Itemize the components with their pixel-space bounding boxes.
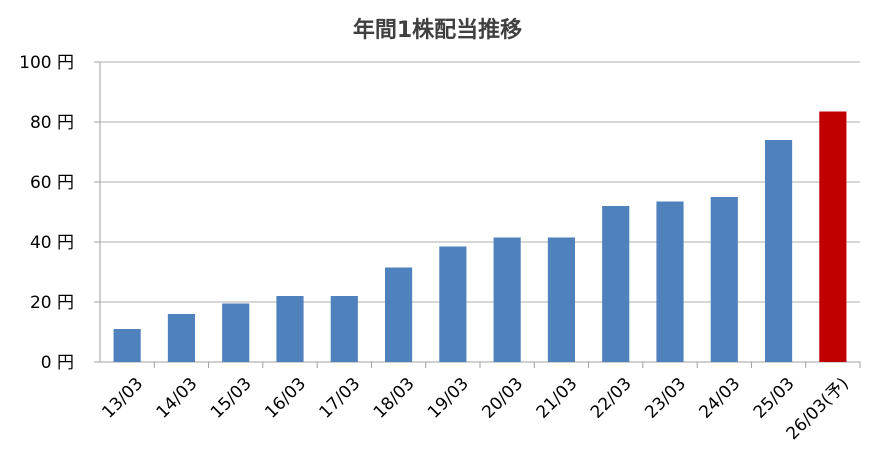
x-tick-label: 20/03 xyxy=(478,374,527,423)
x-tick-label: 17/03 xyxy=(316,374,365,423)
y-tick-labels: 0 円 20 円 40 円 60 円 80 円 100 円 xyxy=(19,53,74,373)
x-tick-label: 14/03 xyxy=(153,374,202,423)
y-tick-label: 60 円 xyxy=(30,173,74,193)
bar xyxy=(602,206,630,362)
bars xyxy=(113,111,847,362)
y-tick-label: 80 円 xyxy=(30,113,74,133)
x-tick-label: 19/03 xyxy=(424,374,473,423)
y-tick-label: 40 円 xyxy=(30,233,74,253)
bar xyxy=(547,237,575,362)
bar xyxy=(385,267,413,362)
bar xyxy=(113,329,141,362)
x-tick-label: 24/03 xyxy=(696,374,745,423)
bar xyxy=(710,197,738,362)
bar-forecast xyxy=(819,111,847,362)
axes xyxy=(94,61,861,368)
bar xyxy=(656,201,684,362)
gridlines xyxy=(100,61,860,303)
chart-title: 年間1株配当推移 xyxy=(352,18,523,43)
x-tick-labels: 13/03 14/03 15/03 16/03 17/03 18/03 19/03 20/03… xyxy=(98,374,853,444)
y-tick-label: 0 円 xyxy=(41,353,74,373)
x-tick-label: 13/03 xyxy=(98,374,147,423)
bar xyxy=(439,246,467,362)
x-tick-label: 25/03 xyxy=(750,374,799,423)
x-tick-label: 22/03 xyxy=(587,374,636,423)
y-tick-label: 20 円 xyxy=(30,293,74,313)
x-tick-label: 23/03 xyxy=(641,374,690,423)
x-tick-label: 18/03 xyxy=(370,374,419,423)
y-tick-label: 100 円 xyxy=(19,53,74,73)
bar xyxy=(276,296,304,362)
bar xyxy=(222,303,250,362)
bar xyxy=(493,237,521,362)
x-tick-label: 15/03 xyxy=(207,374,256,423)
bar xyxy=(765,140,793,362)
x-tick-label: 16/03 xyxy=(261,374,310,423)
x-tick-label: 21/03 xyxy=(533,374,582,423)
bar xyxy=(167,314,195,362)
bar xyxy=(330,296,358,362)
